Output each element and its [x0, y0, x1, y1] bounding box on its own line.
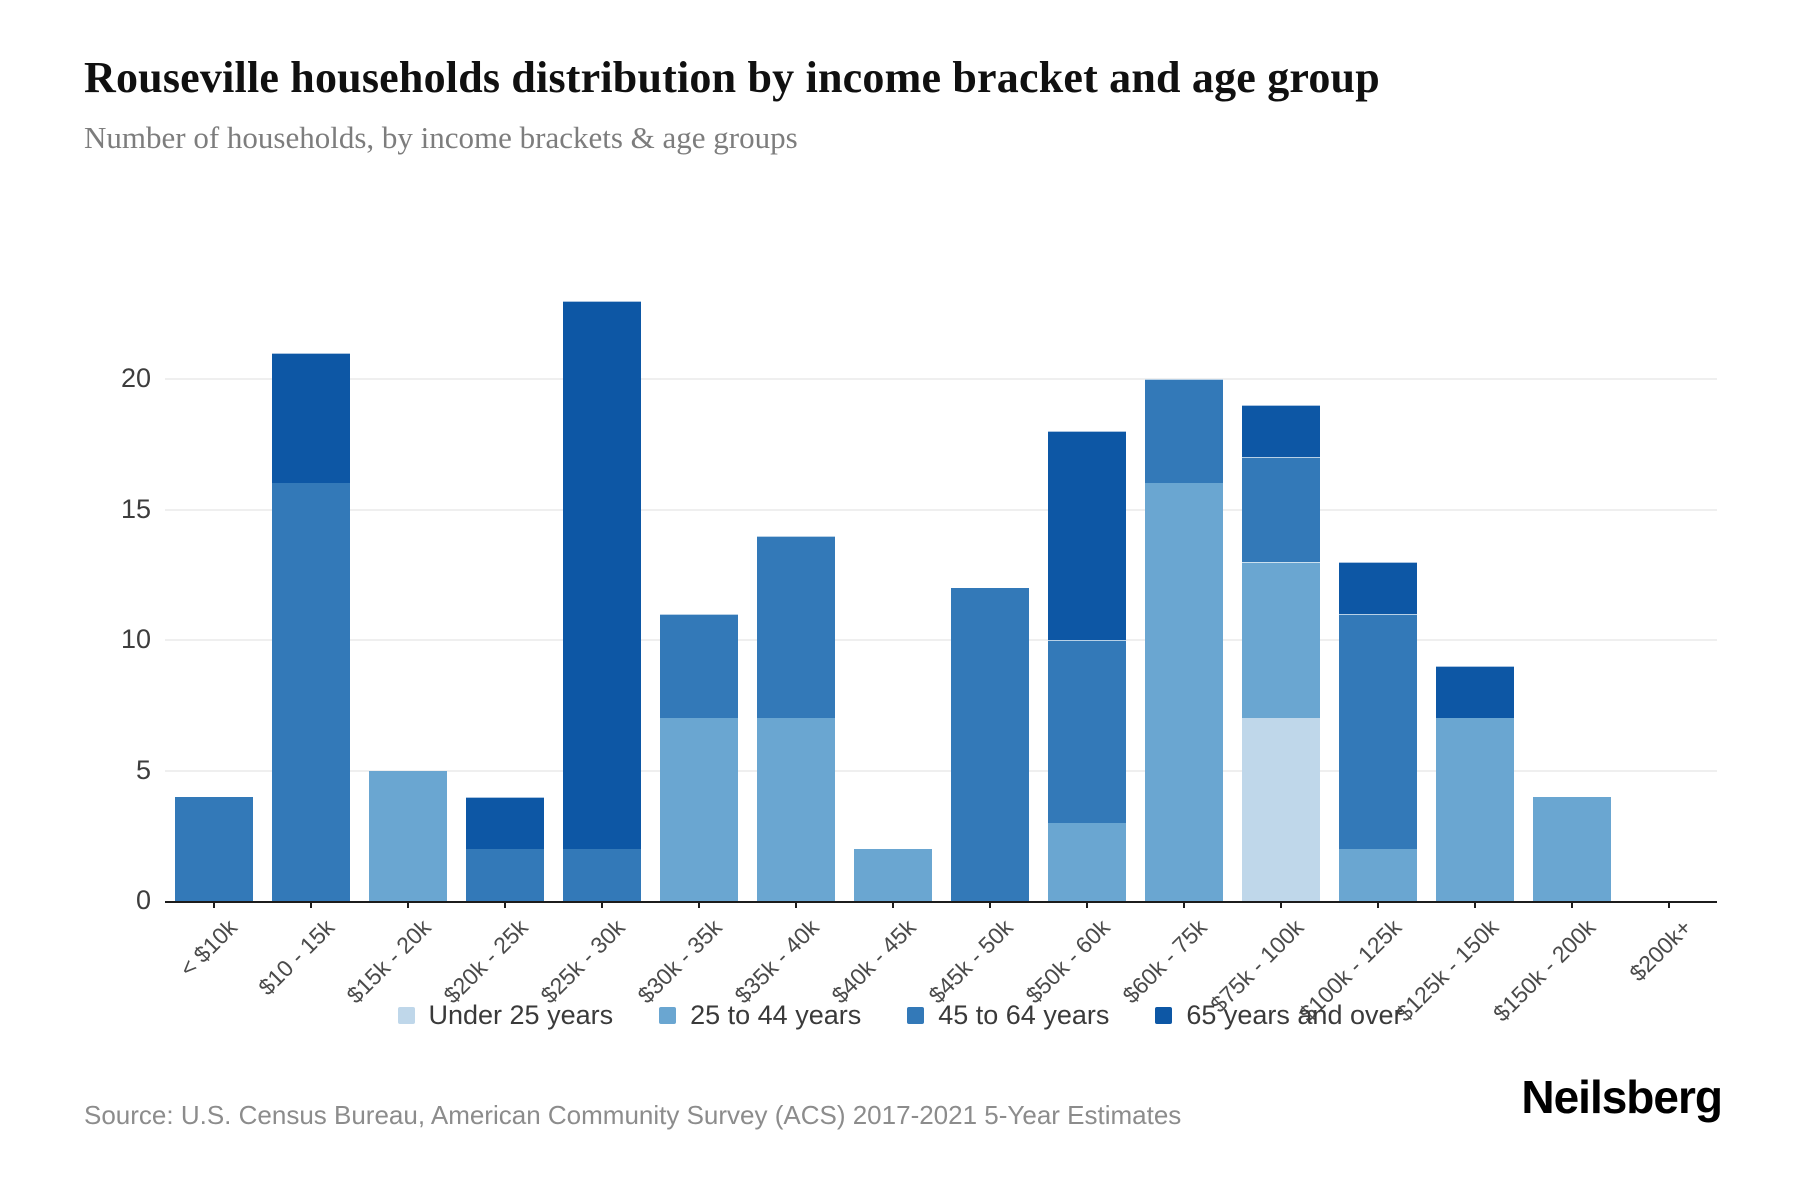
page-title: Rouseville households distribution by in… [84, 53, 1380, 102]
legend-swatch-icon [907, 1007, 925, 1024]
x-axis-tick-label: $30k - 35k [632, 914, 727, 1009]
legend-label: Under 25 years [428, 1000, 614, 1030]
bar-segment [1241, 718, 1320, 901]
page-subtitle: Number of households, by income brackets… [84, 120, 798, 155]
bar-segment [1047, 822, 1126, 901]
x-axis-tick [503, 901, 506, 908]
x-axis-tick [1279, 901, 1282, 908]
x-axis-tick-label: < $10k [174, 914, 242, 982]
x-axis-tick [1376, 901, 1379, 908]
legend-label: 25 to 44 years [690, 1000, 862, 1030]
gridline-y-10 [165, 639, 1717, 641]
legend-item: Under 25 years [397, 1000, 614, 1031]
bar-segment [659, 613, 738, 719]
bar-segment [1435, 666, 1514, 719]
legend-swatch-icon [659, 1007, 677, 1024]
x-axis-line [165, 901, 1717, 903]
legend-label: 45 to 64 years [938, 1000, 1110, 1030]
legend-item: 45 to 64 years [907, 1000, 1109, 1031]
chart-legend: Under 25 years 25 to 44 years 45 to 64 yea… [0, 1000, 1800, 1031]
x-axis-tick [309, 901, 312, 908]
chart-plot-area: 0 5 10 15 20 < $10k $10 - 15k $15k - 20k $20k - … [121, 250, 1717, 1026]
bar-segment [950, 587, 1029, 901]
bar-segment [1241, 457, 1320, 562]
x-axis-tick [1667, 901, 1670, 908]
bar-segment [756, 535, 835, 719]
bar-segment [465, 796, 544, 849]
bar-segment [562, 848, 641, 901]
x-axis-tick [406, 901, 409, 908]
bar-segment [465, 848, 544, 901]
x-axis-tick-label: $45k - 50k [923, 914, 1018, 1009]
x-axis-tick-label: $60k - 75k [1117, 914, 1212, 1009]
y-axis-tick-label: 5 [135, 754, 151, 785]
y-axis-tick-label: 0 [135, 885, 151, 915]
bar-segment [1241, 561, 1320, 719]
bar-segment [1144, 483, 1223, 901]
bar-segment [368, 770, 447, 901]
x-axis-tick [794, 901, 797, 908]
x-axis-tick-label: $25k - 30k [535, 914, 630, 1009]
x-axis-tick-label: $40k - 45k [826, 914, 921, 1009]
x-axis-tick-label: $10 - 15k [252, 914, 339, 1001]
x-axis-tick [600, 901, 603, 908]
source-note: Source: U.S. Census Bureau, American Com… [84, 1100, 1182, 1130]
bar-segment [1047, 640, 1126, 823]
bar-segment [756, 718, 835, 901]
gridline-y-5 [165, 769, 1717, 772]
y-axis-tick-label: 20 [120, 363, 151, 393]
bar-segment [174, 796, 253, 901]
bar-segment [1338, 848, 1417, 901]
bar-segment [271, 483, 350, 901]
bar-segment [271, 352, 350, 484]
gridline-y-20 [165, 378, 1717, 380]
legend-swatch-icon [397, 1007, 415, 1024]
bar-segment [1338, 613, 1417, 849]
bar-segment [853, 848, 932, 901]
legend-swatch-icon [1155, 1007, 1173, 1024]
x-axis-tick [212, 901, 215, 908]
x-axis-tick [891, 901, 894, 908]
gridline-y-15 [165, 508, 1717, 511]
y-axis-tick-label: 15 [120, 493, 151, 524]
x-axis-tick [1570, 901, 1573, 908]
legend-item: 65 years and over [1155, 1000, 1403, 1031]
y-axis-tick-label: 10 [120, 624, 151, 654]
bar-segment [1435, 718, 1514, 901]
bar-segment [1144, 379, 1223, 484]
legend-item: 25 to 44 years [659, 1000, 861, 1031]
legend-label: 65 years and over [1186, 1000, 1403, 1030]
bar-segment [562, 300, 641, 849]
x-axis-tick [1085, 901, 1088, 908]
x-axis-tick-label: $50k - 60k [1020, 914, 1115, 1009]
bar-segment [1532, 796, 1611, 901]
neilsberg-logo: Neilsberg [1521, 1071, 1723, 1123]
x-axis-tick [1473, 901, 1476, 908]
bar-segment [1338, 561, 1417, 614]
bar-segment [659, 718, 738, 901]
x-axis-tick [1182, 901, 1185, 908]
bar-segment [1047, 431, 1126, 640]
bar-segment [1241, 405, 1320, 458]
x-axis-tick-label: $20k - 25k [438, 914, 533, 1009]
x-axis-tick-label: $15k - 20k [341, 914, 436, 1009]
x-axis-tick [697, 901, 700, 908]
x-axis-tick-label: $200k+ [1624, 914, 1697, 987]
x-axis-tick-label: $35k - 40k [729, 914, 824, 1009]
x-axis-tick [988, 901, 991, 908]
